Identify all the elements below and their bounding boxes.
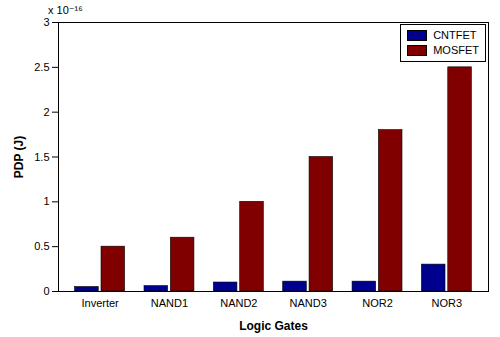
svg-text:NAND3: NAND3	[290, 297, 327, 309]
svg-text:Inverter: Inverter	[81, 297, 119, 309]
svg-text:Logic Gates: Logic Gates	[239, 319, 308, 333]
svg-text:1: 1	[43, 195, 49, 207]
svg-text:NAND1: NAND1	[151, 297, 188, 309]
svg-text:2.5: 2.5	[34, 61, 49, 73]
svg-text:0: 0	[43, 285, 49, 297]
html-text:MOSFET: MOSFET	[433, 44, 479, 56]
svg-text:NOR2: NOR2	[362, 297, 393, 309]
svg-text:0.5: 0.5	[34, 240, 49, 252]
svg-text:2: 2	[43, 106, 49, 118]
svg-text:PDP (J): PDP (J)	[12, 136, 26, 178]
svg-text:NAND2: NAND2	[220, 297, 257, 309]
svg-text:3: 3	[43, 16, 49, 28]
html-text:CNTFET: CNTFET	[433, 29, 477, 41]
svg-text:1.5: 1.5	[34, 151, 49, 163]
html-text:x 10⁻¹⁶: x 10⁻¹⁶	[48, 4, 83, 16]
svg-text:NOR3: NOR3	[432, 297, 463, 309]
